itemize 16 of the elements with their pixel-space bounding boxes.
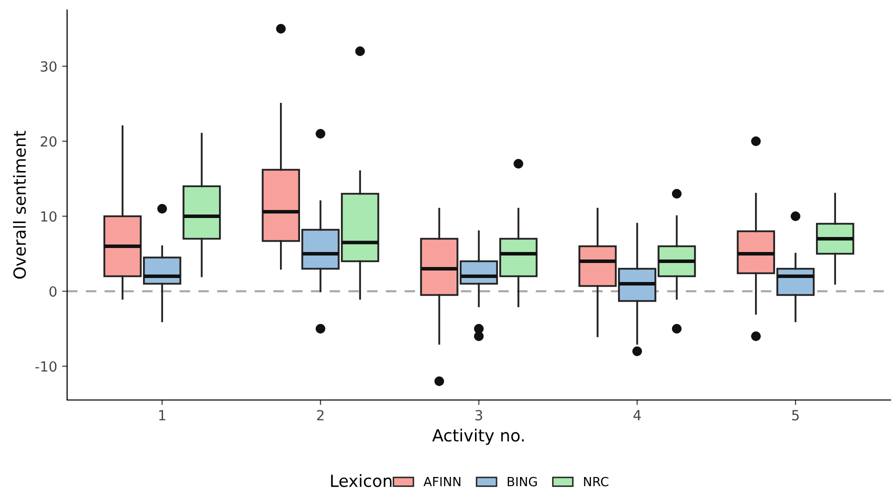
x-tick-label: 1 <box>159 410 166 420</box>
x-tick-label: 5 <box>792 410 799 420</box>
x-tick-label: 2 <box>317 410 324 420</box>
y-tick-label: -10 <box>35 361 56 372</box>
y-tick-label: 0 <box>49 286 56 297</box>
y-axis-title: Overall sentiment <box>13 130 26 279</box>
legend-title: Lexicon <box>331 474 392 488</box>
x-tick-label: 3 <box>475 410 482 420</box>
legend-label: NRC <box>584 476 608 486</box>
y-tick-label: 10 <box>41 211 56 222</box>
y-tick-label: 30 <box>40 61 56 72</box>
legend-label: AFINN <box>424 477 460 486</box>
x-tick-label: 4 <box>633 410 641 420</box>
y-tick-label: 20 <box>40 136 56 147</box>
x-axis-title: Activity no. <box>432 428 524 445</box>
legend-label: BING <box>508 476 537 486</box>
